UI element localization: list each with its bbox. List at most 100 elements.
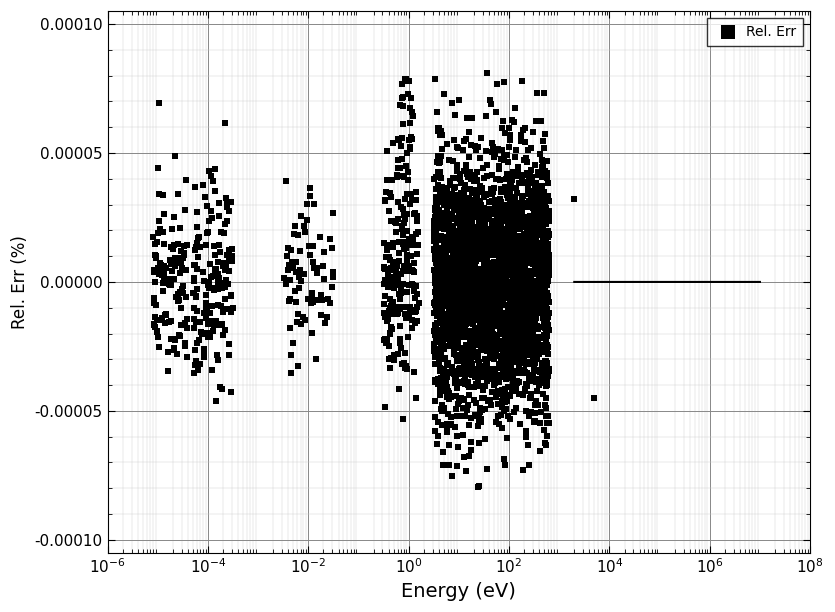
Rel. Err [514,299,527,308]
Rel. Err [507,380,520,390]
Rel. Err [281,251,294,261]
Rel. Err [428,272,442,282]
Rel. Err [433,310,446,320]
Rel. Err [475,278,488,288]
Rel. Err [458,229,472,239]
Rel. Err [473,217,487,227]
Rel. Err [472,417,485,427]
Rel. Err [445,312,458,321]
Rel. Err [500,343,514,353]
Rel. Err [435,253,448,263]
Rel. Err [433,167,447,177]
Rel. Err [433,305,447,315]
Rel. Err [436,267,449,277]
Rel. Err [501,169,514,179]
Rel. Err [443,260,457,270]
Rel. Err [516,465,529,475]
Rel. Err [435,310,448,320]
Rel. Err [519,252,533,261]
Rel. Err [494,154,508,164]
Rel. Err [512,280,525,289]
Rel. Err [476,264,489,274]
Rel. Err [521,179,534,189]
Rel. Err [396,224,409,234]
Rel. Err [478,231,491,241]
Rel. Err [470,306,483,316]
Rel. Err [517,308,530,318]
Rel. Err [463,452,476,461]
Rel. Err [539,316,553,326]
Rel. Err [534,238,548,248]
Rel. Err [539,309,552,319]
Rel. Err [541,312,554,322]
Rel. Err [458,135,472,144]
Rel. Err [510,368,524,378]
Rel. Err [474,308,488,318]
Rel. Err [469,302,483,312]
Rel. Err [529,376,543,386]
Rel. Err [433,315,447,325]
Rel. Err [457,313,470,323]
Rel. Err [539,304,553,313]
Rel. Err [487,144,500,154]
Rel. Err [521,285,534,295]
Rel. Err [441,263,454,272]
Rel. Err [505,115,519,125]
Rel. Err [463,337,477,346]
Rel. Err [504,201,517,211]
Rel. Err [382,252,396,262]
Rel. Err [494,239,508,248]
Rel. Err [434,286,448,296]
Rel. Err [535,173,549,182]
Rel. Err [212,300,225,310]
Rel. Err [215,228,228,237]
Rel. Err [467,292,480,302]
Rel. Err [428,297,441,307]
Rel. Err [443,223,456,233]
Rel. Err [504,414,517,424]
Rel. Err [468,171,482,181]
Rel. Err [469,247,483,256]
Rel. Err [487,283,500,293]
Rel. Err [387,264,400,274]
Rel. Err [473,294,486,304]
Rel. Err [474,327,488,337]
Rel. Err [508,281,521,291]
Rel. Err [504,280,518,290]
Rel. Err [512,273,525,283]
Rel. Err [457,282,470,291]
Rel. Err [442,299,455,309]
Rel. Err [293,267,306,277]
Rel. Err [447,340,460,350]
Rel. Err [500,241,514,250]
Rel. Err [451,411,464,421]
Rel. Err [472,353,485,363]
Rel. Err [383,328,397,338]
Rel. Err [515,76,529,86]
Rel. Err [455,287,468,297]
Rel. Err [524,250,538,260]
Rel. Err [175,304,188,313]
Rel. Err [540,241,554,251]
Rel. Err [453,278,466,288]
Rel. Err [494,266,508,275]
Rel. Err [446,230,459,240]
Rel. Err [200,306,213,316]
Rel. Err [514,266,527,276]
Rel. Err [534,271,548,280]
Rel. Err [485,248,498,258]
Rel. Err [199,313,212,323]
Rel. Err [190,305,204,315]
Rel. Err [448,374,462,384]
Rel. Err [508,308,521,318]
Rel. Err [525,258,539,267]
Rel. Err [503,269,516,279]
Rel. Err [528,360,541,370]
Rel. Err [498,384,511,394]
Rel. Err [509,383,523,393]
Rel. Err [325,282,338,292]
Rel. Err [497,364,510,374]
Rel. Err [508,341,521,351]
Rel. Err [435,332,448,341]
Rel. Err [216,258,230,268]
